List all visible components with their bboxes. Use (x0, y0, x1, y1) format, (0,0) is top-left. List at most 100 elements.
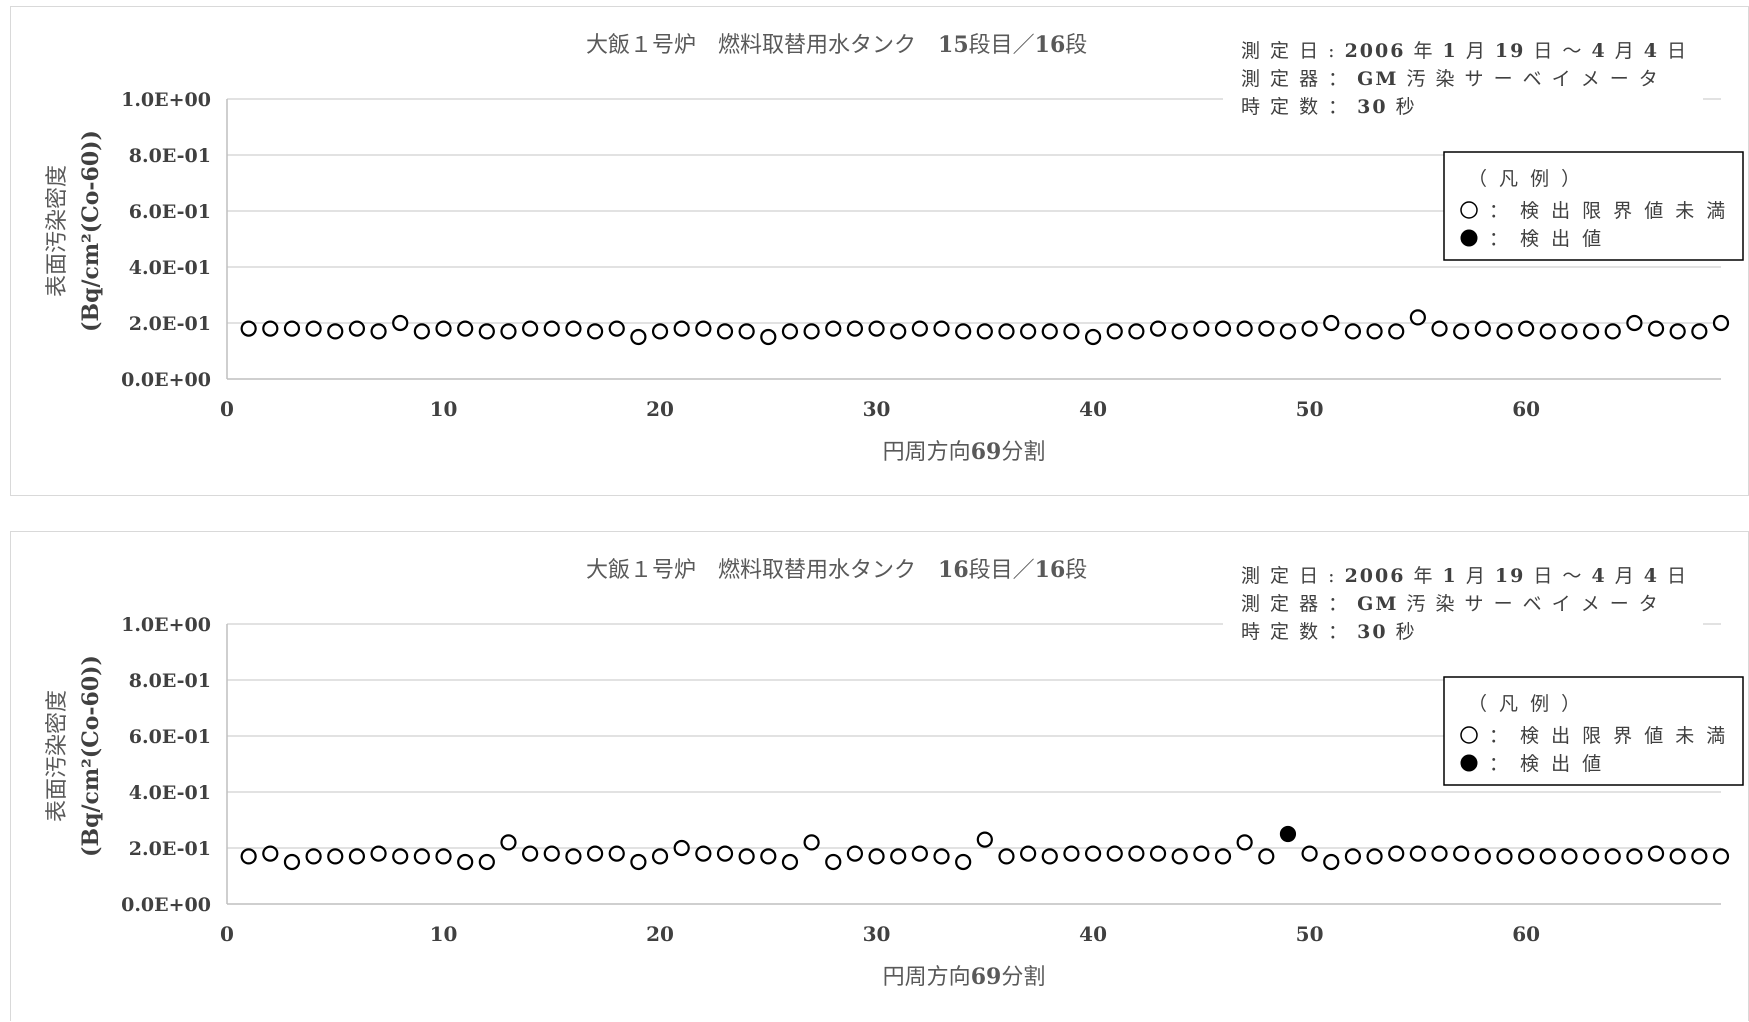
data-point-below-limit (1258, 320, 1275, 337)
data-point-below-limit (1409, 845, 1426, 862)
measurement-info-line: 測 定 器 ： GM 汚 染 サ ー ベ イ メ ー タ (1241, 68, 1660, 90)
data-point-below-limit (933, 848, 950, 865)
data-point-below-limit (1647, 320, 1665, 337)
data-point-below-limit (673, 320, 690, 337)
data-point-below-limit (1301, 320, 1318, 337)
data-point-below-limit (1453, 845, 1470, 862)
data-point-below-limit (435, 320, 452, 337)
data-point-below-limit (1084, 845, 1102, 862)
data-point-below-limit (1582, 848, 1600, 865)
data-point-below-limit (846, 845, 864, 862)
data-point-below-limit (1258, 848, 1275, 865)
data-point-below-limit (760, 848, 777, 865)
legend-entry-label: ： 検 出 値 (1489, 753, 1604, 775)
x-axis-label: 円周方向69分割 (883, 439, 1046, 465)
data-point-below-limit (1020, 323, 1037, 340)
x-tick-label: 20 (646, 397, 674, 421)
x-tick-label: 10 (430, 922, 458, 946)
data-point-below-limit (478, 323, 495, 340)
x-tick-label: 60 (1512, 397, 1540, 421)
y-axis-label-line1: 表面汚染密度 (45, 690, 70, 822)
data-point-below-limit (716, 845, 734, 862)
x-tick-label: 40 (1079, 397, 1107, 421)
data-point-below-limit (825, 853, 842, 871)
data-point-below-limit (868, 848, 885, 865)
data-point-below-limit (630, 853, 647, 871)
y-tick-label: 6.0E-01 (129, 726, 211, 748)
data-point-below-limit (1149, 845, 1167, 862)
data-point-below-limit (1669, 323, 1686, 340)
scatter-chart-bottom: 0.0E+00 2.0E-01 4.0E-01 6.0E-01 8.0E-01 1.0E+… (45, 557, 1744, 990)
data-point-below-limit (608, 845, 625, 862)
data-point-below-limit (1279, 323, 1297, 340)
data-point-below-limit (846, 320, 864, 337)
data-point-below-limit (1518, 848, 1535, 865)
y-tick-label: 4.0E-01 (129, 782, 211, 804)
data-point-below-limit (803, 834, 820, 851)
data-point-below-limit (1344, 323, 1362, 340)
data-point-below-limit (933, 320, 950, 337)
data-point-below-limit (868, 320, 885, 337)
data-point-below-limit (1193, 845, 1210, 862)
data-point-below-limit (1453, 323, 1470, 340)
data-point-below-limit (1020, 845, 1037, 862)
data-point-below-limit (413, 323, 430, 340)
data-point-below-limit (976, 323, 993, 340)
x-tick-label: 0 (220, 922, 234, 946)
data-point-detected (1279, 825, 1297, 843)
data-point-below-limit (1041, 848, 1058, 865)
data-point-below-limit (240, 848, 257, 865)
data-point-below-limit (1214, 320, 1232, 337)
data-point-below-limit (738, 848, 755, 865)
data-point-below-limit (413, 848, 430, 865)
data-point-below-limit (1561, 848, 1578, 865)
data-point-below-limit (457, 853, 474, 871)
data-point-below-limit (305, 848, 322, 865)
x-tick-label: 50 (1296, 922, 1324, 946)
legend-box (1443, 151, 1744, 261)
data-point-below-limit (1409, 309, 1426, 326)
x-tick-label: 30 (863, 922, 891, 946)
data-point-below-limit (911, 320, 928, 337)
y-tick-label: 8.0E-01 (129, 670, 211, 692)
chart-panel-top: 0.0E+00 2.0E-01 4.0E-01 6.0E-01 8.0E-01 1.0E+… (10, 6, 1749, 496)
data-point-below-limit (283, 853, 301, 871)
legend-entry-label: ： 検 出 値 (1489, 228, 1604, 250)
y-tick-label: 0.0E+00 (121, 894, 211, 916)
data-point-below-limit (911, 845, 928, 862)
data-point-below-limit (392, 314, 409, 332)
measurement-info-line: 時 定 数 ： 30 秒 (1241, 621, 1417, 643)
data-point-below-limit (825, 320, 842, 337)
data-point-below-limit (392, 848, 409, 865)
data-point-below-limit (1236, 320, 1253, 337)
data-point-below-limit (262, 320, 279, 337)
data-point-below-limit (586, 323, 604, 340)
data-point-below-limit (998, 848, 1015, 865)
data-point-below-limit (1214, 848, 1232, 865)
data-point-below-limit (955, 323, 972, 340)
data-point-below-limit (1474, 320, 1491, 337)
data-point-below-limit (651, 323, 669, 340)
data-point-below-limit (1647, 845, 1665, 862)
y-tick-label: 1.0E+00 (121, 89, 211, 111)
data-point-below-limit (457, 320, 474, 337)
legend-title: （ 凡 例 ） (1468, 693, 1583, 715)
data-point-below-limit (1539, 323, 1556, 340)
data-point-below-limit (1539, 848, 1556, 865)
data-point-below-limit (695, 320, 712, 337)
data-point-below-limit (1193, 320, 1210, 337)
data-point-below-limit (565, 320, 582, 337)
data-point-below-limit (262, 845, 279, 862)
data-point-below-limit (1063, 323, 1080, 340)
data-point-below-limit (1496, 323, 1513, 340)
measurement-info-line: 測 定 日 : 2006 年 1 月 19 日 ～ 4 月 4 日 (1241, 40, 1688, 62)
legend-box (1443, 676, 1744, 786)
y-tick-label: 2.0E-01 (129, 838, 211, 860)
data-point-below-limit (890, 323, 907, 340)
data-point-below-limit (1388, 845, 1405, 862)
legend-entry-label: ： 検 出 限 界 値 未 満 (1489, 725, 1728, 747)
data-point-below-limit (1582, 323, 1600, 340)
scatter-chart-top: 0.0E+00 2.0E-01 4.0E-01 6.0E-01 8.0E-01 1.0E+… (45, 32, 1744, 465)
data-point-below-limit (1236, 834, 1253, 851)
data-point-below-limit (370, 323, 387, 340)
